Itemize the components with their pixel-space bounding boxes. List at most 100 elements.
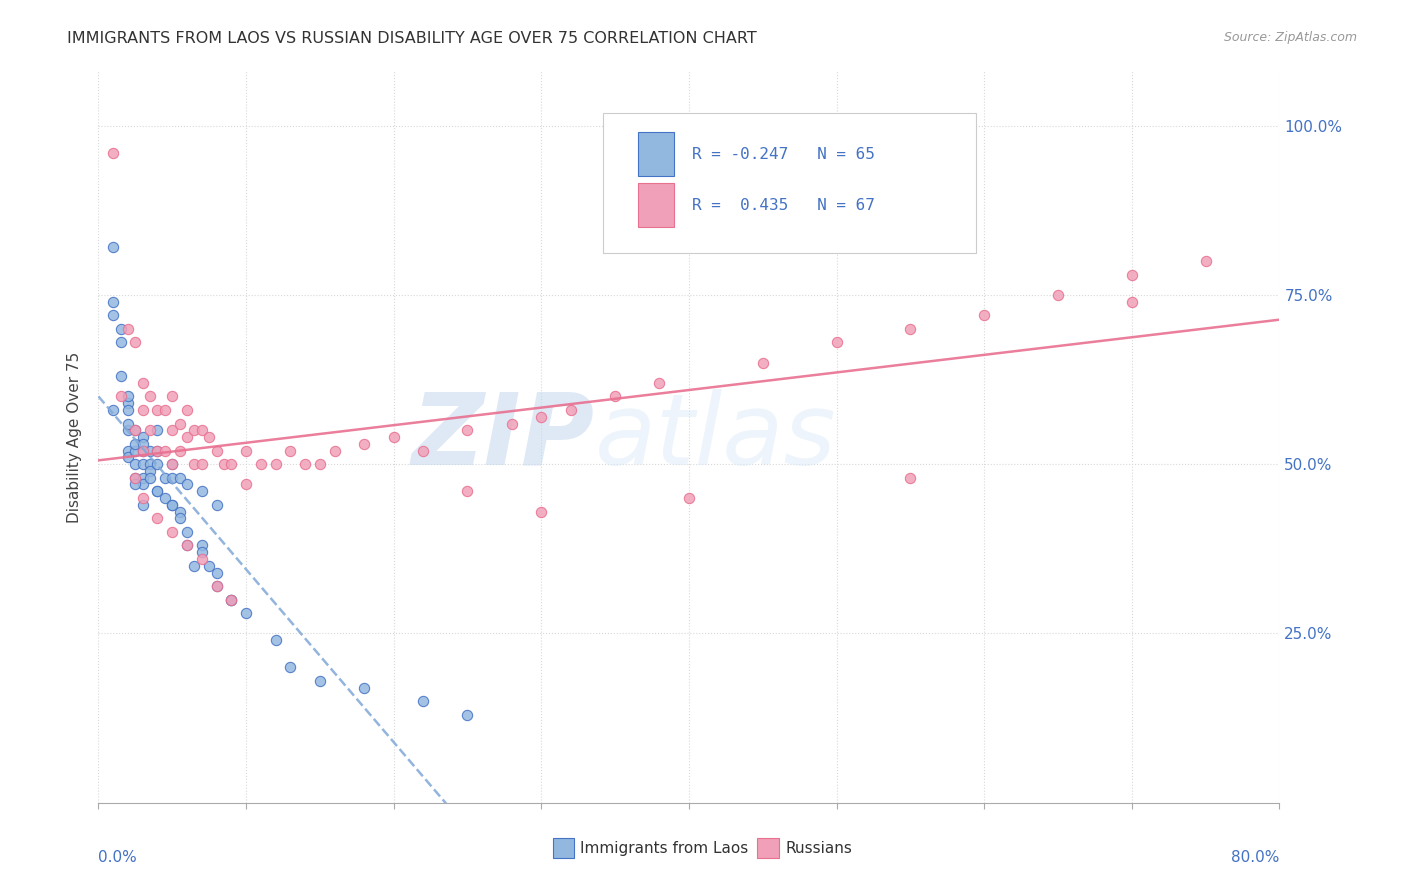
Point xyxy=(605,389,627,403)
Point xyxy=(103,145,125,160)
Point xyxy=(124,423,146,437)
Point xyxy=(139,464,162,478)
Text: IMMIGRANTS FROM LAOS VS RUSSIAN DISABILITY AGE OVER 75 CORRELATION CHART: IMMIGRANTS FROM LAOS VS RUSSIAN DISABILI… xyxy=(67,31,758,46)
Text: Russians: Russians xyxy=(786,840,852,855)
Point xyxy=(825,335,848,350)
Point xyxy=(146,403,169,417)
Text: Source: ZipAtlas.com: Source: ZipAtlas.com xyxy=(1223,31,1357,45)
FancyBboxPatch shape xyxy=(553,838,575,858)
Point xyxy=(900,471,922,485)
Point xyxy=(176,403,198,417)
Point xyxy=(278,660,302,674)
Point xyxy=(648,376,671,390)
Point xyxy=(153,443,176,458)
Point xyxy=(146,443,169,458)
Point xyxy=(132,437,155,451)
Point xyxy=(124,443,146,458)
Point xyxy=(456,423,478,437)
Point xyxy=(219,592,242,607)
Point xyxy=(162,498,183,512)
Point xyxy=(169,417,191,431)
Point xyxy=(219,592,242,607)
Point xyxy=(162,457,183,471)
Point xyxy=(1046,288,1069,302)
Text: Immigrants from Laos: Immigrants from Laos xyxy=(581,840,748,855)
Point xyxy=(183,457,205,471)
Point xyxy=(205,579,228,593)
Point xyxy=(132,430,155,444)
Point xyxy=(191,545,214,559)
Point xyxy=(124,335,146,350)
Point xyxy=(501,417,523,431)
Point xyxy=(146,484,169,499)
Point xyxy=(309,673,332,688)
Point xyxy=(278,443,302,458)
Point xyxy=(153,471,176,485)
Point xyxy=(124,457,146,471)
Point xyxy=(412,694,434,708)
Point xyxy=(146,443,169,458)
Point xyxy=(530,409,553,424)
Text: R =  0.435   N = 67: R = 0.435 N = 67 xyxy=(693,198,876,212)
Point xyxy=(132,443,155,458)
Y-axis label: Disability Age Over 75: Disability Age Over 75 xyxy=(67,351,83,523)
Point xyxy=(309,457,332,471)
Point xyxy=(191,538,214,552)
Point xyxy=(353,437,375,451)
Point xyxy=(124,477,146,491)
Point xyxy=(146,457,169,471)
Point xyxy=(169,505,191,519)
Point xyxy=(153,491,176,505)
Text: atlas: atlas xyxy=(595,389,837,485)
Point xyxy=(162,389,183,403)
Point xyxy=(176,524,198,539)
Point xyxy=(139,389,162,403)
Point xyxy=(176,477,198,491)
Point xyxy=(117,450,139,465)
Point xyxy=(412,443,434,458)
Point xyxy=(205,566,228,580)
Point xyxy=(124,437,146,451)
Point xyxy=(117,322,139,336)
Point xyxy=(153,403,176,417)
Point xyxy=(169,471,191,485)
Point xyxy=(117,396,139,410)
FancyBboxPatch shape xyxy=(638,183,673,227)
Point xyxy=(124,471,146,485)
Point xyxy=(110,322,132,336)
Point xyxy=(353,681,375,695)
Point xyxy=(1121,294,1143,309)
Point xyxy=(191,552,214,566)
Point xyxy=(162,524,183,539)
Text: ZIP: ZIP xyxy=(412,389,595,485)
Point xyxy=(198,558,221,573)
Point xyxy=(205,579,228,593)
Point xyxy=(146,423,169,437)
Point xyxy=(132,498,155,512)
Point xyxy=(132,376,155,390)
Point xyxy=(110,389,132,403)
Point xyxy=(124,471,146,485)
Point xyxy=(264,457,287,471)
FancyBboxPatch shape xyxy=(638,132,673,176)
FancyBboxPatch shape xyxy=(603,113,976,252)
Point xyxy=(219,457,242,471)
Point xyxy=(219,592,242,607)
Point xyxy=(117,403,139,417)
FancyBboxPatch shape xyxy=(758,838,779,858)
Point xyxy=(294,457,316,471)
Point xyxy=(146,511,169,525)
Point xyxy=(132,443,155,458)
Point xyxy=(235,443,257,458)
Point xyxy=(139,457,162,471)
Point xyxy=(103,294,125,309)
Point xyxy=(132,403,155,417)
Point xyxy=(132,471,155,485)
Point xyxy=(103,403,125,417)
Point xyxy=(191,423,214,437)
Point xyxy=(382,430,405,444)
Point xyxy=(183,423,205,437)
Point xyxy=(169,443,191,458)
Point xyxy=(212,457,235,471)
Point xyxy=(146,484,169,499)
